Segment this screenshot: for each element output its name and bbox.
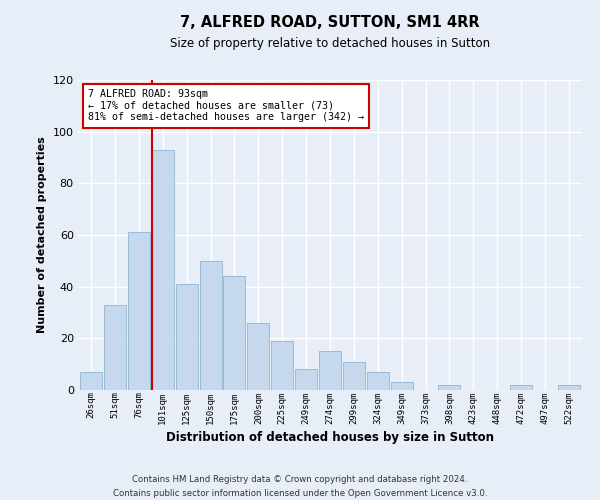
Bar <box>391 382 413 390</box>
Text: 7 ALFRED ROAD: 93sqm
← 17% of detached houses are smaller (73)
81% of semi-detac: 7 ALFRED ROAD: 93sqm ← 17% of detached h… <box>88 90 364 122</box>
X-axis label: Distribution of detached houses by size in Sutton: Distribution of detached houses by size … <box>166 430 494 444</box>
Bar <box>128 232 150 390</box>
Text: Size of property relative to detached houses in Sutton: Size of property relative to detached ho… <box>170 38 490 51</box>
Bar <box>510 385 532 390</box>
Text: Contains HM Land Registry data © Crown copyright and database right 2024.
Contai: Contains HM Land Registry data © Crown c… <box>113 476 487 498</box>
Bar <box>295 370 317 390</box>
Bar <box>152 150 174 390</box>
Bar <box>176 284 197 390</box>
Y-axis label: Number of detached properties: Number of detached properties <box>37 136 47 334</box>
Bar <box>247 323 269 390</box>
Bar <box>558 385 580 390</box>
Bar <box>439 385 460 390</box>
Bar <box>200 261 221 390</box>
Bar <box>319 351 341 390</box>
Bar <box>223 276 245 390</box>
Bar <box>271 341 293 390</box>
Text: 7, ALFRED ROAD, SUTTON, SM1 4RR: 7, ALFRED ROAD, SUTTON, SM1 4RR <box>180 15 480 30</box>
Bar <box>343 362 365 390</box>
Bar <box>80 372 102 390</box>
Bar <box>367 372 389 390</box>
Bar <box>104 304 126 390</box>
